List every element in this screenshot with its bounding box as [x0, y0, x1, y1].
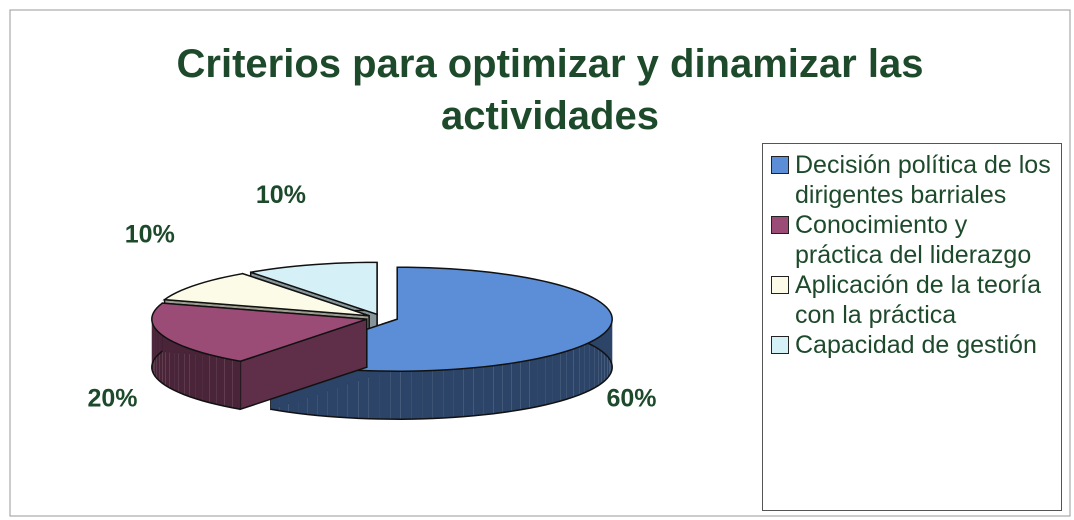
legend-swatch: [771, 336, 789, 354]
slice-side: [224, 358, 233, 408]
legend-label: Capacidad de gestión: [795, 331, 1037, 359]
slice-side: [151, 320, 153, 371]
legend-entry: Conocimiento y práctica del liderazgo: [771, 210, 1057, 270]
data-label: 10%: [125, 220, 175, 248]
slice-side: [347, 369, 359, 419]
slice-side: [189, 348, 196, 399]
slice-top: [162, 272, 370, 317]
legend-entry: Aplicación de la teoría con la práctica: [771, 270, 1057, 330]
legend-swatch: [771, 156, 789, 174]
legend-swatch: [771, 276, 789, 294]
slice-side: [400, 371, 412, 420]
slice-side: [432, 369, 444, 419]
data-label: 20%: [88, 384, 138, 412]
slice-side: [202, 352, 210, 403]
slice-side: [589, 340, 595, 391]
slice-side: [390, 371, 401, 420]
slice-side: [537, 356, 546, 407]
slice-side: [178, 344, 185, 395]
slice-side: [368, 370, 380, 420]
slice-side: [560, 351, 567, 402]
slice-side: [483, 365, 494, 415]
slice-side: [573, 346, 580, 398]
slice-side: [609, 325, 611, 376]
slice-side: [463, 367, 474, 417]
slice-side: [153, 325, 155, 376]
slice-top: [151, 302, 368, 363]
slice-side: [566, 349, 574, 400]
slice-side: [594, 337, 599, 389]
slice-side: [607, 327, 610, 379]
slice-side: [579, 344, 585, 395]
legend-label: Conocimiento y práctica del liderazgo: [795, 211, 1032, 269]
slice-side: [453, 368, 464, 418]
slice-side: [552, 353, 561, 404]
slice-side: [209, 354, 217, 405]
chart-title: Criterios para optimizar y dinamizar las…: [176, 42, 924, 138]
slice-side: [327, 368, 338, 418]
slice-side: [337, 369, 348, 418]
legend-label: Aplicación de la teoría con la práctica: [795, 271, 1041, 329]
slice-side: [443, 369, 454, 418]
slice-side: [195, 350, 203, 401]
slice-side: [184, 346, 190, 397]
slice-side: [511, 361, 521, 412]
slice-side: [545, 355, 553, 405]
slice-side: [169, 339, 175, 391]
slice-top: [250, 261, 378, 316]
legend-entry: Decisión política de los dirigentes barr…: [771, 150, 1057, 210]
slice-side: [502, 363, 512, 413]
slice-side: [422, 370, 433, 419]
slice-side: [232, 359, 241, 410]
legend-swatch: [771, 216, 789, 234]
legend: Decisión política de los dirigentes barr…: [762, 143, 1062, 511]
slice-side: [379, 371, 391, 420]
chart-border: [9, 9, 1071, 517]
slice-side: [473, 366, 484, 416]
slice-edge: [151, 350, 241, 411]
legend-label: Decisión política de los dirigentes barr…: [795, 151, 1051, 209]
slice-side: [154, 327, 157, 379]
slice-side: [598, 335, 602, 386]
slice-side: [584, 342, 590, 393]
slice-side: [162, 335, 166, 386]
slice-side: [165, 337, 170, 388]
slice-side: [529, 358, 538, 409]
slice-side: [601, 332, 605, 384]
slice-side: [358, 370, 369, 419]
slice-side: [520, 360, 530, 410]
data-label: 60%: [606, 384, 656, 412]
legend-entry: Capacidad de gestión: [771, 330, 1057, 360]
slice-side: [216, 356, 225, 407]
slice-side: [159, 332, 163, 384]
slice-side: [411, 370, 423, 420]
pie-slice: [151, 302, 368, 411]
data-label: 10%: [256, 181, 306, 209]
slice-side: [493, 364, 503, 414]
slice-side: [174, 342, 179, 393]
